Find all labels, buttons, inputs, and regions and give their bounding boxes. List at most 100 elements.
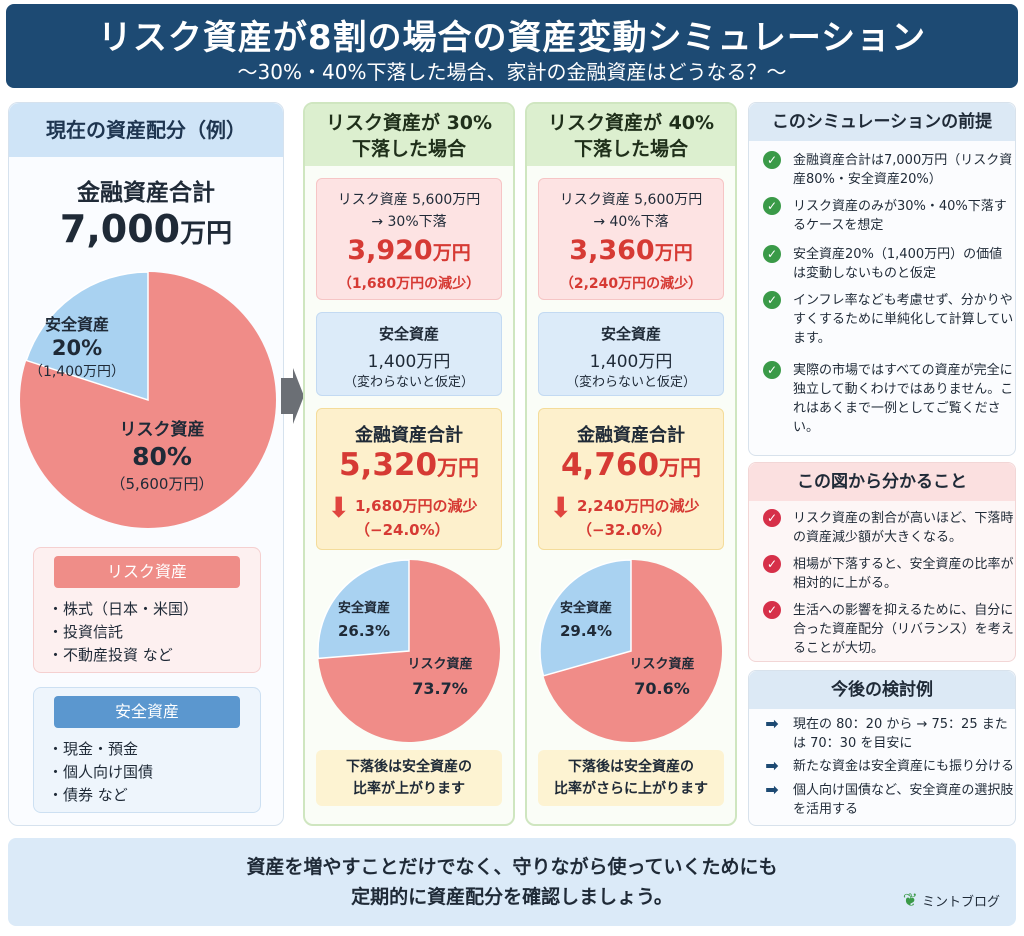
scenario-40-safe-label: 安全資産 [600, 325, 661, 343]
premise-item-text: リスク資産のみが30%・40%下落するケースを想定 [793, 199, 1007, 233]
scenario-40-pie-risk-name: リスク資産 [629, 656, 694, 672]
scenario-30-safe-label: 安全資産 [378, 325, 439, 343]
scenario-40-risk-value: 3,360万円 [539, 235, 723, 266]
arrow-right-icon: ➡ [765, 780, 779, 799]
scenario-40-total-number: 4,760 [560, 447, 660, 483]
scenario-30-total-unit: 万円 [437, 456, 480, 480]
scenario-40-risk-unit: 万円 [654, 242, 693, 264]
header-banner: リスク資産が8割の場合の資産変動シミュレーション ～30%・40%下落した場合、… [6, 4, 1018, 88]
scenario-40-risk-box: リスク資産 5,600万円 → 40%下落 3,360万円 （2,240万円の減… [538, 178, 724, 300]
scenario-40-note-line2: 比率がさらに上がります [554, 781, 708, 797]
risk-asset-examples-card: リスク資産 ・株式（日本・米国） ・投資信託 ・不動産投資 など [33, 547, 261, 673]
current-allocation-panel: 現在の資産配分（例） 金融資産合計 7,000万円 安全資産 20% （1,40… [8, 102, 284, 826]
current-pie-risk-amount: （5,600万円） [111, 475, 214, 493]
safe-example-item: ・現金・預金 [48, 740, 139, 758]
flow-arrow-icon [281, 368, 304, 424]
current-pie-safe-name: 安全資産 [45, 315, 109, 334]
next-step-text: 現在の 80：20 から → 75：25 または 70：30 を目安に [793, 717, 1008, 751]
premise-item-text: 金融資産合計は7,000万円（リスク資産80%・安全資産20%） [793, 153, 1013, 187]
next-step-text: 個人向け国債など、安全資産の選択肢を活用する [793, 783, 1014, 817]
scenario-30-pie-safe-pct: 26.3% [338, 622, 390, 640]
scenario-30-title-line2: 下落した場合 [351, 138, 466, 160]
scenario-40-total-value: 4,760万円 [539, 447, 723, 483]
risk-example-item: ・不動産投資 など [48, 646, 173, 664]
scenario-30-risk-line2: → 30%下落 [371, 214, 447, 230]
current-pie-safe-slice [25, 271, 149, 402]
scenario-30-risk-loss: （1,680万円の減少） [337, 276, 481, 292]
current-pie-chart: 安全資産 20% （1,400万円） リスク資産 80% （5,600万円） [20, 271, 277, 528]
current-total-unit: 万円 [180, 219, 233, 249]
scenario-30-safe-value: 1,400万円 [367, 352, 451, 372]
scenario-40-decrease-pct: （−32.0%） [577, 521, 672, 539]
page-subtitle: ～30%・40%下落した場合、家計の金融資産はどうなる？～ [237, 60, 787, 84]
current-total-label: 金融資産合計 [77, 180, 215, 206]
brand-logo: ❦ ミントブログ [903, 890, 1000, 911]
scenario-40-pie-risk-pct: 70.6% [634, 679, 690, 698]
risk-example-item: ・投資信託 [48, 623, 124, 641]
insight-item-text: 生活への影響を抑えるために、自分に合った資産配分（リバランス）を考えることが大切… [793, 603, 1014, 656]
scenario-30-risk-line1: リスク資産 5,600万円 [337, 192, 481, 208]
scenario-30-heading: リスク資産が 30% 下落した場合 [305, 104, 513, 166]
scenario-40-note: 下落後は安全資産の 比率がさらに上がります [538, 750, 724, 806]
scenario-30-pie-safe-slice [317, 559, 410, 660]
scenario-30-risk-unit: 万円 [432, 242, 471, 264]
scenario-30-pie-risk-pct: 73.7% [412, 679, 468, 698]
scenario-40-risk-number: 3,360 [569, 235, 655, 266]
scenario-40-pie-safe-pct: 29.4% [560, 622, 612, 640]
down-arrow-icon: ⬇ [327, 491, 351, 524]
footer-line2: 定期的に資産配分を確認しましょう。 [351, 886, 673, 908]
premise-title: このシミュレーションの前提 [749, 103, 1015, 141]
insight-item-text: 相場が下落すると、安全資産の比率が相対的に上がる。 [793, 557, 1014, 591]
insights-panel: この図から分かること ✓ リスク資産の割合が高いほど、下落時の資産減少額が大きくな… [748, 462, 1016, 662]
brand-name: ミントブログ [921, 895, 1000, 910]
scenario-40-decrease: 2,240万円の減少 [577, 497, 700, 515]
scenario-30-total-box: 金融資産合計 5,320万円 ⬇ 1,680万円の減少 （−24.0%） [316, 408, 502, 550]
safe-example-item: ・個人向け国債 [48, 763, 154, 781]
scenario-40-pie-chart: 安全資産 29.4% リスク資産 70.6% [539, 559, 722, 742]
scenario-30-pie-safe-name: 安全資産 [338, 600, 390, 616]
scenario-30-risk-box: リスク資産 5,600万円 → 30%下落 3,920万円 （1,680万円の減… [316, 178, 502, 300]
scenario-40-safe-value: 1,400万円 [589, 352, 673, 372]
check-icon: ✓ [763, 361, 781, 379]
check-icon: ✓ [763, 601, 781, 619]
scenario-30-panel: リスク資産が 30% 下落した場合 リスク資産 5,600万円 → 30%下落 3… [303, 102, 515, 826]
scenario-30-total-label: 金融資産合計 [355, 425, 463, 446]
current-allocation-heading: 現在の資産配分（例） [9, 103, 283, 157]
check-icon: ✓ [763, 245, 781, 263]
footer-line1: 資産を増やすことだけでなく、守りながら使っていくためにも [246, 856, 778, 878]
scenario-40-safe-note: （変わらないと仮定） [565, 375, 696, 390]
next-steps-title: 今後の検討例 [749, 671, 1015, 709]
scenario-30-title-line1: リスク資産が 30% [325, 112, 493, 134]
scenario-40-risk-loss: （2,240万円の減少） [559, 276, 703, 292]
premise-panel: このシミュレーションの前提 ✓ 金融資産合計は7,000万円（リスク資産80%・安… [748, 102, 1016, 456]
scenario-40-total-box: 金融資産合計 4,760万円 ⬇ 2,240万円の減少 （−32.0%） [538, 408, 724, 550]
scenario-30-decrease-pct: （−24.0%） [355, 521, 450, 539]
current-pie-safe-pct: 20% [52, 336, 102, 360]
check-icon: ✓ [763, 151, 781, 169]
safe-example-item: ・債券 など [48, 786, 128, 804]
insight-item-text: リスク資産の割合が高いほど、下落時の資産減少額が大きくなる。 [793, 511, 1014, 545]
scenario-40-title-line2: 下落した場合 [573, 138, 688, 160]
check-icon: ✓ [763, 555, 781, 573]
current-pie-safe-amount: （1,400万円） [29, 364, 125, 380]
next-steps-panel: 今後の検討例 ➡ 現在の 80：20 から → 75：25 または 70：30 を… [748, 670, 1016, 826]
scenario-40-total-label: 金融資産合計 [577, 425, 685, 446]
scenario-40-safe-box: 安全資産 1,400万円 （変わらないと仮定） [538, 312, 724, 396]
scenario-30-pie-risk-name: リスク資産 [407, 656, 472, 672]
risk-example-item: ・株式（日本・米国） [48, 600, 199, 618]
down-arrow-icon: ⬇ [549, 491, 573, 524]
safe-asset-examples-card: 安全資産 ・現金・預金 ・個人向け国債 ・債券 など [33, 687, 261, 813]
scenario-40-title-line1: リスク資産が 40% [547, 112, 715, 134]
scenario-40-heading: リスク資産が 40% 下落した場合 [527, 104, 735, 166]
safe-asset-examples-title: 安全資産 [54, 696, 240, 728]
current-pie-risk-pct: 80% [132, 442, 192, 471]
scenario-40-note-line1: 下落後は安全資産の [568, 759, 694, 775]
check-icon: ✓ [763, 509, 781, 527]
scenario-40-risk-line1: リスク資産 5,600万円 [559, 192, 703, 208]
insights-title: この図から分かること [749, 463, 1015, 501]
check-icon: ✓ [763, 197, 781, 215]
page-title: リスク資産が8割の場合の資産変動シミュレーション [97, 18, 927, 58]
premise-item-text: 実際の市場ではすべての資産が完全に独立して動くわけではありません。これはあくまで… [793, 363, 1014, 435]
scenario-30-note: 下落後は安全資産の 比率が上がります [316, 750, 502, 806]
arrow-right-icon: ➡ [765, 714, 779, 733]
